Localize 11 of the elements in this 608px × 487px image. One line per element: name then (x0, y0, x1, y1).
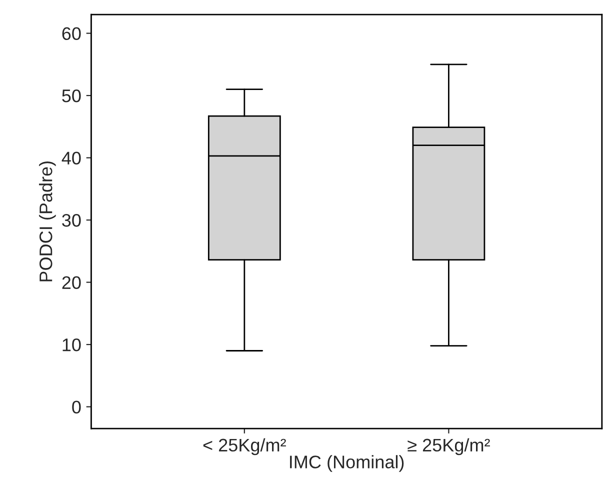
y-tick-label: 0 (72, 400, 81, 414)
x-tick-label: ≥ 25Kg/m² (408, 438, 490, 456)
y-axis-title: PODCI (Padre) (39, 162, 56, 282)
y-tick-label: 30 (62, 214, 81, 227)
y-tick-label: 20 (62, 276, 81, 289)
y-tick-label: 50 (62, 89, 81, 102)
y-tick-label: 10 (62, 338, 81, 352)
x-axis-title: IMC (Nominal) (290, 455, 404, 472)
y-tick-label: 40 (62, 152, 81, 164)
x-tick-label: < 25Kg/m² (203, 438, 286, 456)
y-tick-label: 60 (62, 27, 81, 40)
